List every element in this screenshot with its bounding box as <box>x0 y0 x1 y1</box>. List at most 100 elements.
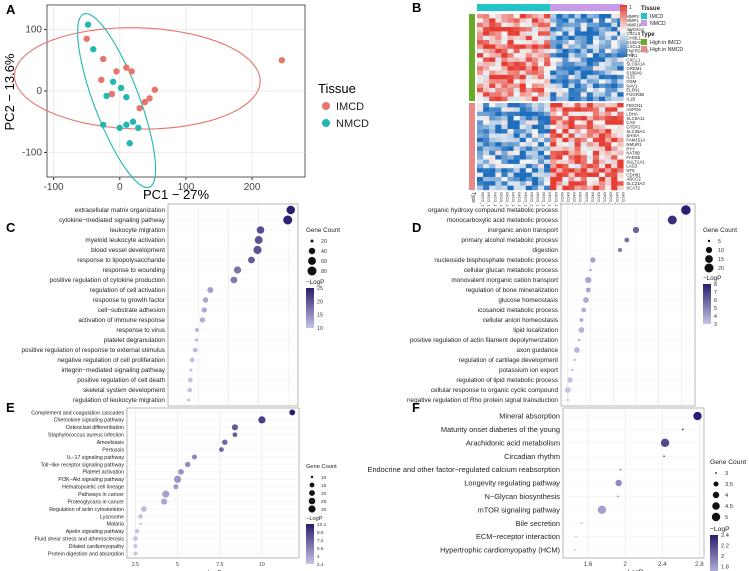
panel-b-cell <box>611 40 618 45</box>
panel-b-cell <box>501 44 508 49</box>
panel-b-cell <box>568 70 575 76</box>
panel-b-cell <box>556 66 563 71</box>
panel-b-cell <box>586 181 594 186</box>
panel-b-gene-label: SLC6A14 <box>626 62 645 67</box>
panel-b-cell <box>495 155 502 160</box>
panel-b-cell <box>495 172 502 178</box>
panel-f-term-label: Maturity onset diabetes of the young <box>441 425 560 434</box>
panel-b-cell <box>605 172 612 178</box>
panel-b-legend-type-label: High in NMCD <box>650 47 683 53</box>
panel-b-cell <box>605 44 612 49</box>
panel-b-cell <box>599 146 606 152</box>
panel-b-cell <box>617 70 624 76</box>
panel-b-cell <box>477 22 484 28</box>
panel-b-cell <box>477 168 484 173</box>
panel-b-cell <box>489 35 496 41</box>
panel-e-size-legend-label: 10 <box>321 475 327 480</box>
panel-b-cell <box>562 176 569 182</box>
panel-b-cell <box>592 103 600 108</box>
panel-b-cell <box>599 83 606 89</box>
panel-e-dot <box>140 506 147 512</box>
panel-b-gene-label: DUOXA2 <box>626 27 644 32</box>
panel-b-cell <box>580 159 587 165</box>
panel-b-cell <box>544 87 551 93</box>
panel-b-cell <box>556 22 563 28</box>
panel-b-cell <box>556 107 563 112</box>
panel-b-cell <box>562 142 569 147</box>
panel-c-dot <box>202 297 209 303</box>
panel-b-scale-tick: 1 <box>629 5 632 11</box>
panel-e-term-label: Staphylococcus aureus infection <box>48 433 124 439</box>
panel-b-cell <box>501 70 508 76</box>
panel-b-cell <box>531 159 539 165</box>
panel-b-cell <box>544 133 551 138</box>
panel-b-cell <box>586 159 594 165</box>
panel-d-size-legend-dot <box>705 255 713 263</box>
panel-b-cell <box>592 172 600 178</box>
panel-b-cell <box>489 83 496 89</box>
panel-e-xtick-label: 7.5 <box>216 562 223 568</box>
panel-b-cell <box>611 172 618 178</box>
panel-b-cell <box>592 181 600 186</box>
panel-b-cell <box>483 107 490 112</box>
panel-b-cell <box>513 111 520 117</box>
panel-e-term-label: Osteoclast differentiation <box>66 425 124 431</box>
panel-b-cell <box>519 70 526 76</box>
panel-b-column-label: IMCD_1 <box>584 192 589 207</box>
panel-b-cell <box>550 48 557 54</box>
panel-d-size-legend-dot <box>705 246 713 254</box>
panel-b-cell <box>586 87 594 93</box>
panel-b-cell <box>611 61 618 67</box>
panel-b-cell <box>477 129 484 134</box>
panel-b-cell <box>568 35 575 41</box>
panel-b-cell <box>525 185 533 191</box>
panel-e-dot <box>134 528 140 534</box>
panel-b-gene-label: NMUR1 <box>626 142 642 147</box>
panel-b-cell <box>538 48 545 54</box>
panel-b-cell <box>580 27 587 32</box>
panel-b-cell <box>580 83 587 89</box>
panel-b-cell <box>531 61 539 67</box>
panel-b-cell <box>617 79 624 84</box>
panel-b-legend-type-title: Type <box>641 32 655 38</box>
panel-b-cell <box>495 146 502 152</box>
panel-b-cell <box>617 87 624 93</box>
panel-b-cell <box>605 40 612 45</box>
panel-b-cell <box>556 83 563 89</box>
panel-b-cell <box>562 35 569 41</box>
panel-b-cell <box>495 111 502 117</box>
panel-b-cell <box>544 172 551 178</box>
panel-a-point-imcd <box>128 68 135 75</box>
panel-b-cell <box>519 172 526 178</box>
panel-b-cell <box>599 40 606 45</box>
panel-b-cell <box>544 150 551 156</box>
panel-b-cell <box>538 35 545 41</box>
panel-b-cell <box>519 185 526 191</box>
panel-b-cell <box>531 124 539 130</box>
panel-b-cell <box>544 163 551 169</box>
panel-b-cell <box>519 44 526 49</box>
panel-b-cell <box>495 150 502 156</box>
panel-b-cell <box>586 61 594 67</box>
panel-b-cell <box>525 159 533 165</box>
panel-b-cell <box>580 31 587 36</box>
panel-c-size-legend-dot <box>307 266 317 276</box>
panel-b-cell <box>550 66 557 71</box>
panel-b-cell <box>483 124 490 130</box>
panel-b-cell <box>580 107 587 112</box>
panel-b-cell <box>538 155 545 160</box>
panel-b-cell <box>525 70 533 76</box>
panel-b-cell <box>586 129 594 134</box>
panel-d-size-legend-label: 20 <box>718 266 724 272</box>
panel-b-cell <box>501 133 508 138</box>
panel-b-type-bar-imcd <box>469 14 475 101</box>
panel-b-cell <box>586 96 594 102</box>
panel-b-cell <box>592 116 600 121</box>
panel-c-size-legend-title: Gene Count <box>306 227 340 234</box>
panel-b-cell <box>574 116 581 121</box>
panel-b-cell <box>605 74 612 80</box>
panel-b-cell <box>550 96 557 102</box>
panel-f-xtick-label: 2.8 <box>695 561 704 568</box>
panel-b-cell <box>519 48 526 54</box>
panel-b-cell <box>525 146 533 152</box>
